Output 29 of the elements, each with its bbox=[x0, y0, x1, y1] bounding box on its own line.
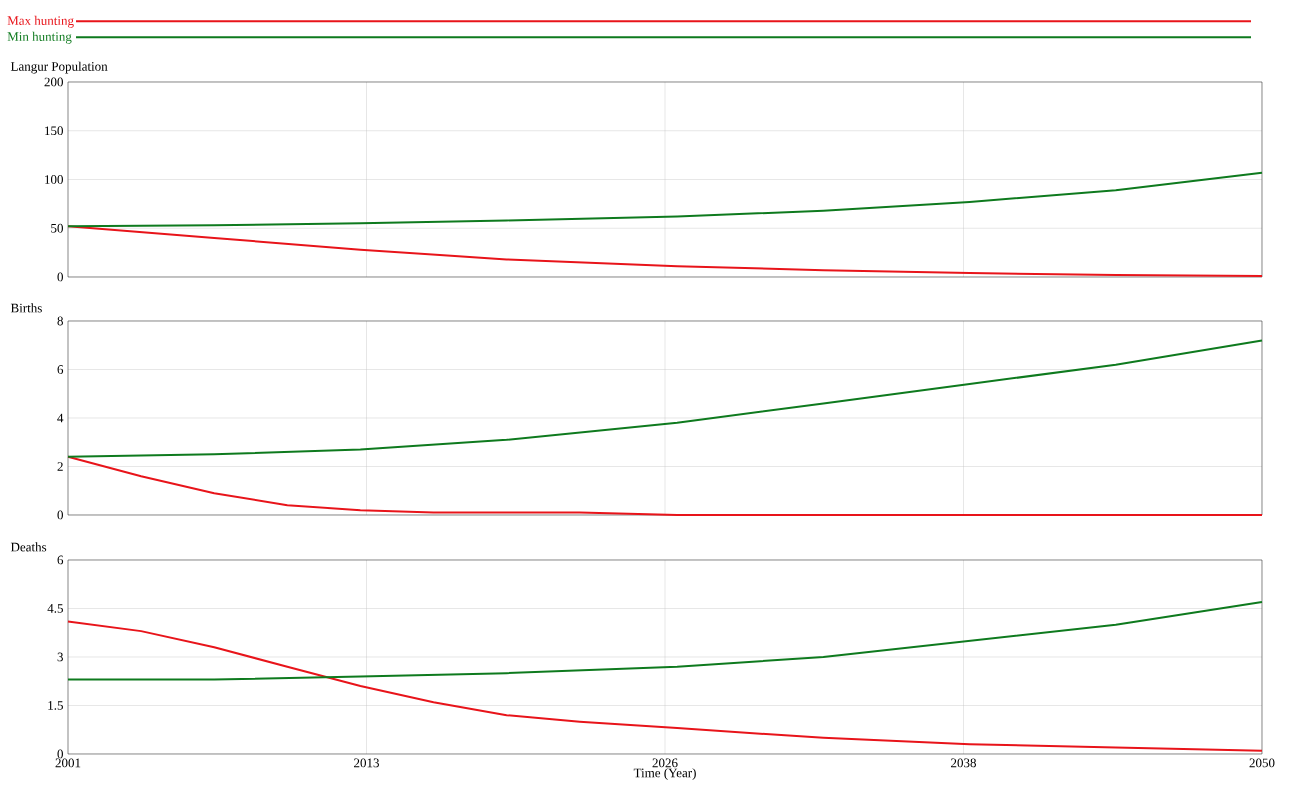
x-tick-label: 2001 bbox=[55, 758, 81, 768]
line-series bbox=[67, 171, 1263, 228]
x-tick-label: 2013 bbox=[354, 758, 379, 768]
y-tick-label: 8 bbox=[57, 316, 63, 326]
y-tick-label: 1.5 bbox=[48, 701, 63, 710]
y-tick-label: 200 bbox=[44, 77, 63, 87]
y-tick-label: 6 bbox=[57, 555, 64, 565]
y-tick-label: 4 bbox=[57, 413, 64, 423]
chart-title: Langur Population bbox=[10, 61, 108, 74]
y-tick-label: 50 bbox=[51, 223, 63, 233]
chart-title: Deaths bbox=[10, 542, 47, 552]
x-axis-title: Time (Year) bbox=[633, 768, 696, 780]
y-tick-label: 150 bbox=[45, 126, 63, 136]
x-tick-label: 2038 bbox=[951, 758, 976, 768]
x-tick-label: 2026 bbox=[652, 758, 678, 768]
y-tick-label: 6 bbox=[57, 365, 64, 374]
line-series bbox=[67, 620, 1263, 752]
x-tick-label: 2050 bbox=[1249, 758, 1275, 768]
y-tick-label: 100 bbox=[45, 175, 63, 184]
line-series bbox=[67, 339, 1263, 458]
y-tick-label: 0 bbox=[57, 510, 63, 520]
y-tick-label: 2 bbox=[57, 462, 63, 471]
y-tick-label: 4.5 bbox=[47, 604, 63, 613]
y-tick-label: 0 bbox=[57, 272, 63, 282]
y-tick-label: 0 bbox=[57, 749, 63, 759]
text: Min hunting bbox=[7, 31, 72, 44]
text: Max hunting bbox=[7, 15, 74, 28]
y-tick-label: 3 bbox=[57, 652, 63, 662]
chart-title: Births bbox=[10, 303, 42, 313]
